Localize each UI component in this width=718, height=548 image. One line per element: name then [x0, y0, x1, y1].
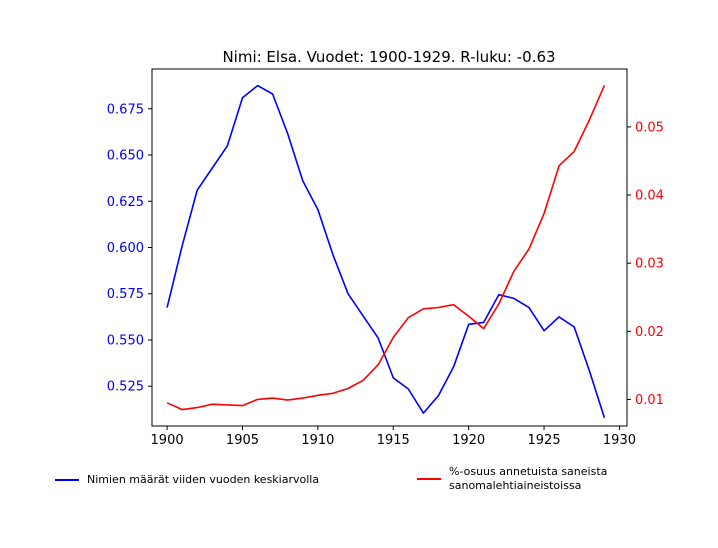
y-axis-right: 0.01 0.02 0.03 0.04 0.05 — [627, 120, 664, 408]
legend-swatch-red — [417, 478, 441, 480]
y-left-tick-label: 0.600 — [107, 241, 144, 256]
y-left-tick-label: 0.675 — [107, 102, 144, 117]
x-tick-label: 1910 — [301, 433, 334, 448]
legend-item-blue: Nimien määrät viiden vuoden keskiarvolla — [55, 473, 319, 487]
series-lines — [166, 84, 606, 418]
x-tick-label: 1915 — [377, 433, 410, 448]
x-tick-label: 1905 — [226, 433, 259, 448]
y-axis-left: 0.525 0.550 0.575 0.600 0.625 0.650 0.675 — [107, 102, 152, 395]
y-left-tick-label: 0.525 — [107, 380, 144, 395]
x-tick-label: 1900 — [151, 433, 184, 448]
legend-label-blue: Nimien määrät viiden vuoden keskiarvolla — [87, 473, 320, 486]
plot-frame — [151, 68, 628, 427]
x-tick-label: 1930 — [603, 433, 636, 448]
legend-swatch-blue — [55, 479, 79, 481]
series-line-token-share — [166, 85, 606, 411]
series-line-name-count — [166, 84, 606, 418]
y-right-tick-label: 0.04 — [635, 189, 664, 204]
y-right-tick-label: 0.02 — [635, 325, 664, 340]
y-left-tick-label: 0.550 — [107, 333, 144, 348]
x-tick-label: 1925 — [528, 433, 561, 448]
x-tick-label: 1920 — [452, 433, 485, 448]
x-axis: 1900 1905 1910 1915 1920 1925 1930 — [151, 426, 636, 448]
y-right-tick-label: 0.01 — [635, 393, 664, 408]
legend-item-red: %-osuus annetuista saneista sanomalehtia… — [417, 465, 607, 493]
y-right-tick-label: 0.03 — [635, 257, 664, 272]
legend-label-red: %-osuus annetuista saneista sanomalehtia… — [449, 465, 608, 492]
chart-title: Nimi: Elsa. Vuodet: 1900-1929. R-luku: -… — [222, 48, 555, 66]
y-left-tick-label: 0.625 — [107, 195, 144, 210]
y-right-tick-label: 0.05 — [635, 120, 664, 135]
y-left-tick-label: 0.575 — [107, 287, 144, 302]
y-left-tick-label: 0.650 — [107, 149, 144, 164]
